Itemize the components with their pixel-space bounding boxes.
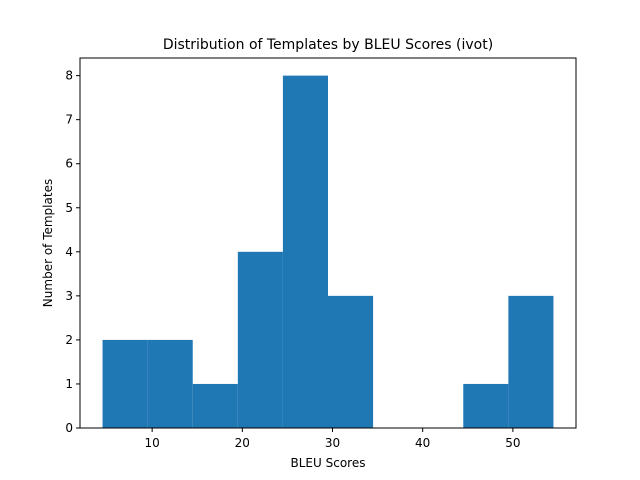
x-tick-label: 20: [235, 436, 250, 450]
y-tick-label: 1: [65, 377, 73, 391]
y-tick-label: 3: [65, 289, 73, 303]
x-tick-label: 40: [415, 436, 430, 450]
histogram-bar-2: [192, 383, 238, 428]
y-axis-ticks: 0 1 2 3 4 5 6 7 8: [65, 69, 80, 435]
histogram-bar-0: [102, 339, 148, 428]
x-axis-label: BLEU Scores: [291, 456, 366, 470]
histogram-bar-1: [147, 339, 193, 428]
histogram-bar-3: [237, 251, 283, 428]
y-tick-label: 2: [65, 333, 73, 347]
histogram-bar-8: [463, 383, 509, 428]
histogram-bar-9: [508, 295, 554, 428]
y-tick-label: 7: [65, 113, 73, 127]
y-axis-label: Number of Templates: [41, 179, 55, 307]
bars-group: [102, 75, 554, 428]
x-tick-label: 30: [325, 436, 340, 450]
histogram-bar-5: [328, 295, 374, 428]
y-tick-label: 6: [65, 157, 73, 171]
y-tick-label: 8: [65, 69, 73, 83]
x-tick-label: 10: [145, 436, 160, 450]
x-tick-label: 50: [505, 436, 520, 450]
y-tick-label: 4: [65, 245, 73, 259]
histogram-bar-4: [282, 75, 328, 428]
y-tick-label: 5: [65, 201, 73, 215]
chart-title: Distribution of Templates by BLEU Scores…: [163, 37, 493, 53]
x-axis-ticks: 10 20 30 40 50: [145, 428, 521, 450]
plot-frame: [79, 57, 577, 429]
y-tick-label: 0: [65, 421, 73, 435]
